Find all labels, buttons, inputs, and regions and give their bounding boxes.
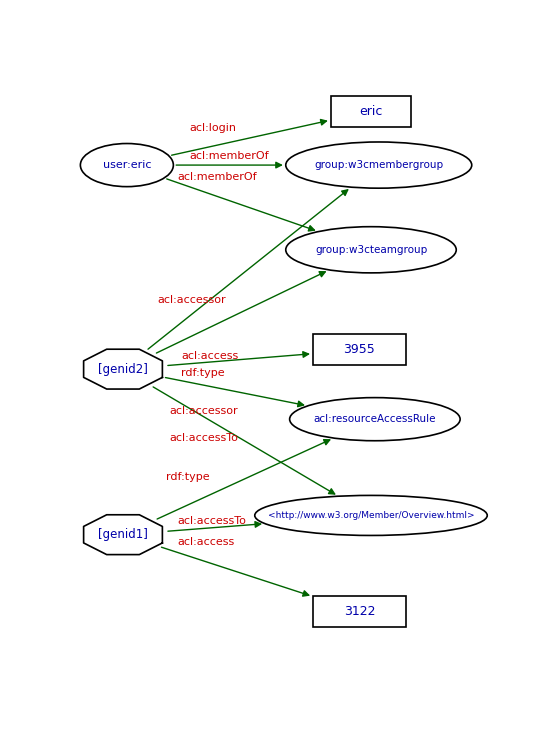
Text: acl:resourceAccessRule: acl:resourceAccessRule	[314, 414, 436, 424]
Text: <http://www.w3.org/Member/Overview.html>: <http://www.w3.org/Member/Overview.html>	[268, 511, 474, 520]
Text: user:eric: user:eric	[103, 160, 151, 170]
Ellipse shape	[80, 144, 173, 186]
Polygon shape	[84, 515, 162, 555]
Bar	[313, 335, 406, 366]
Text: acl:accessTo: acl:accessTo	[169, 434, 238, 443]
Text: 3122: 3122	[344, 605, 375, 618]
Text: [genid2]: [genid2]	[98, 363, 148, 376]
Text: acl:access: acl:access	[181, 351, 238, 361]
Text: group:w3cmembergroup: group:w3cmembergroup	[314, 160, 443, 170]
Text: rdf:type: rdf:type	[166, 472, 209, 482]
Text: acl:accessTo: acl:accessTo	[177, 516, 246, 526]
Text: 3955: 3955	[344, 344, 375, 357]
Bar	[313, 596, 406, 627]
Text: eric: eric	[359, 105, 383, 117]
Ellipse shape	[255, 495, 487, 535]
Text: acl:memberOf: acl:memberOf	[177, 172, 257, 181]
Text: acl:memberOf: acl:memberOf	[189, 151, 268, 161]
Text: [genid1]: [genid1]	[98, 528, 148, 541]
Text: acl:accessor: acl:accessor	[158, 295, 227, 305]
Text: acl:access: acl:access	[177, 537, 234, 548]
Ellipse shape	[290, 398, 460, 440]
Text: rdf:type: rdf:type	[181, 368, 225, 378]
Ellipse shape	[286, 142, 472, 188]
Ellipse shape	[286, 227, 456, 273]
Polygon shape	[84, 349, 162, 389]
Text: group:w3cteamgroup: group:w3cteamgroup	[315, 244, 427, 255]
Text: acl:login: acl:login	[189, 123, 236, 133]
Bar	[331, 95, 411, 126]
Text: acl:accessor: acl:accessor	[169, 407, 238, 416]
